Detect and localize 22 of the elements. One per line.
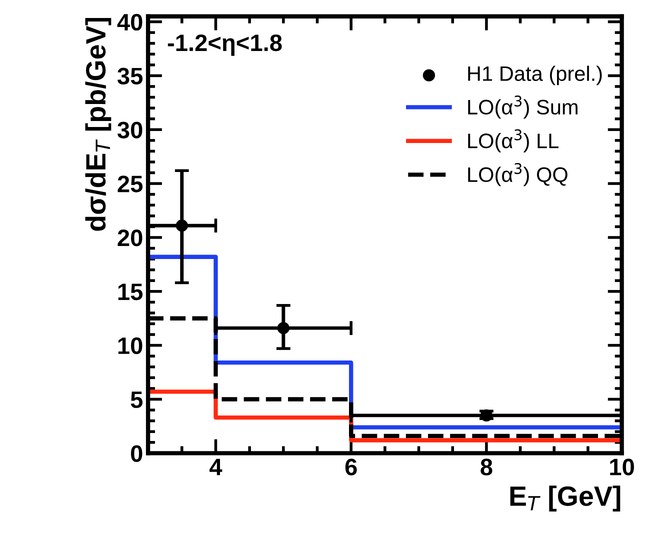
x-tick-label: 4 — [210, 458, 222, 476]
y-tick-label: 25 — [118, 176, 143, 192]
x-tick-label: 6 — [345, 458, 357, 476]
y-tick-label: 30 — [117, 122, 142, 138]
y-tick-label: 40 — [117, 14, 142, 31]
legend-label: LO(α$^{3}$) QQ — [468, 163, 568, 186]
legend-label: LO(α$^{3}$) LL — [468, 129, 558, 152]
y-tick-label: 15 — [118, 284, 143, 300]
y-tick-label: 10 — [118, 337, 142, 354]
y-tick-label: 35 — [117, 68, 143, 85]
x-tick-label: 10 — [610, 458, 634, 476]
y-axis-title: dσ/dE$_{T}$ [pb/GeV] — [85, 18, 112, 231]
legend-label: LO(α$^{3}$) Sum — [468, 96, 578, 119]
point — [277, 322, 290, 334]
x-axis-title: E$_{T}$ [GeV] — [510, 486, 620, 512]
legend-label: H1 Data (prel.) — [468, 66, 602, 86]
y-tick-label: 0 — [130, 445, 142, 462]
annotation: -1.2<η<1.8 — [168, 34, 282, 56]
point — [176, 220, 188, 232]
y-tick-label: 5 — [130, 392, 143, 408]
y-tick-label: 20 — [118, 230, 142, 246]
x-tick-label: 8 — [480, 458, 492, 476]
